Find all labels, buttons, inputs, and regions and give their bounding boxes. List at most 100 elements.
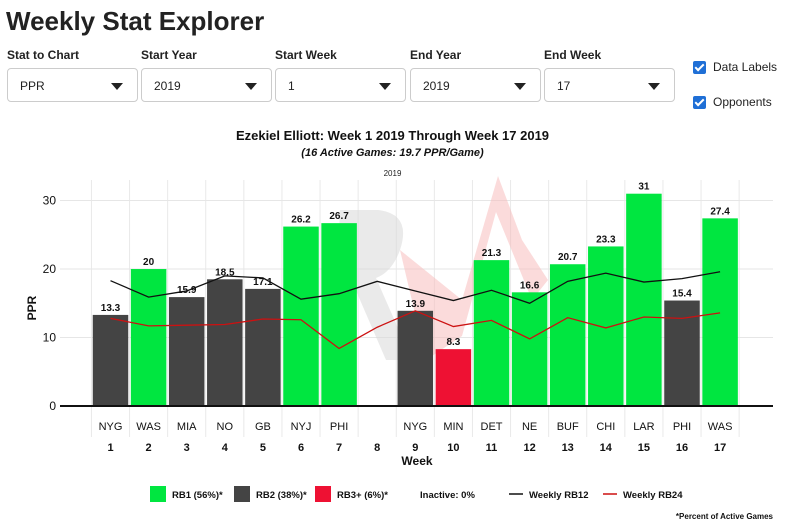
chart-footnote: *Percent of Active Games	[675, 512, 773, 521]
opponent-label: NYJ	[291, 421, 312, 433]
opponent-label: NYG	[99, 421, 123, 433]
legend-label: Weekly RB24	[623, 490, 683, 501]
y-tick-label: 10	[43, 331, 57, 345]
stat-to-chart-control: Stat to Chart PPR	[7, 48, 138, 102]
data-label: 26.7	[329, 211, 349, 222]
start-year-value: 2019	[154, 79, 181, 93]
start-year-select[interactable]: 2019	[141, 68, 272, 102]
start-week-control: Start Week 1	[275, 48, 406, 102]
data-labels-label: Data Labels	[713, 60, 778, 74]
opponent-label: NE	[522, 421, 537, 433]
legend-label: Inactive: 0%	[420, 490, 475, 501]
week-tick-label: 9	[412, 442, 418, 454]
week-tick-label: 7	[336, 442, 342, 454]
legend-label: Weekly RB12	[529, 490, 589, 501]
chevron-down-icon	[648, 83, 660, 90]
data-label: 23.3	[596, 234, 616, 245]
start-week-select[interactable]: 1	[275, 68, 406, 102]
opponent-label: GB	[255, 421, 271, 433]
bar-week-13	[549, 264, 586, 406]
bar-week-3	[168, 297, 205, 406]
bar-week-7	[321, 223, 357, 406]
start-week-value: 1	[288, 79, 295, 93]
opponents-label: Opponents	[713, 95, 772, 109]
end-year-control: End Year 2019	[410, 48, 541, 102]
week-tick-label: 10	[447, 442, 459, 454]
week-tick-label: 1	[107, 442, 113, 454]
stat-to-chart-label: Stat to Chart	[7, 48, 79, 62]
week-tick-label: 14	[600, 442, 613, 454]
checkbox-checked-icon	[693, 95, 706, 109]
y-tick-label: 20	[43, 262, 57, 276]
start-week-label: Start Week	[275, 48, 337, 62]
bar-week-9	[397, 310, 434, 406]
week-tick-label: 11	[486, 442, 498, 454]
week-tick-label: 3	[184, 442, 190, 454]
bar-week-2	[130, 269, 167, 406]
data-label: 16.6	[520, 280, 540, 291]
data-label: 15.4	[672, 289, 692, 300]
bar-week-10	[435, 349, 472, 406]
bar-week-1	[92, 314, 129, 406]
rb24-line	[110, 310, 721, 350]
end-year-label: End Year	[410, 48, 462, 62]
data-label: 20	[143, 257, 155, 268]
rb12-line	[110, 271, 721, 304]
week-tick-label: 13	[562, 442, 574, 454]
start-year-label: Start Year	[141, 48, 197, 62]
chevron-down-icon	[514, 83, 526, 90]
week-tick-label: 6	[298, 442, 304, 454]
legend-label: RB3+ (6%)*	[337, 490, 388, 501]
end-week-value: 17	[557, 79, 571, 93]
data-label: 8.3	[446, 337, 460, 348]
opponent-label: PHI	[673, 421, 691, 433]
chevron-down-icon	[245, 83, 257, 90]
opponent-label: BUF	[557, 421, 579, 433]
data-label: 13.3	[101, 303, 121, 314]
end-week-control: End Week 17	[544, 48, 675, 102]
data-label: 20.7	[558, 252, 578, 263]
week-tick-label: 15	[638, 442, 650, 454]
start-year-control: Start Year 2019	[141, 48, 272, 102]
legend-label: RB1 (56%)*	[172, 490, 223, 501]
opponent-label: WAS	[708, 421, 733, 433]
x-axis-label: Week	[401, 454, 432, 468]
chart-year-label: 2019	[383, 169, 402, 178]
stat-to-chart-select[interactable]: PPR	[7, 68, 138, 102]
bar-week-5	[245, 288, 281, 406]
stat-to-chart-value: PPR	[20, 79, 45, 93]
legend-swatch	[234, 486, 250, 502]
data-label: 17.1	[253, 277, 273, 288]
chevron-down-icon	[111, 83, 123, 90]
week-tick-label: 16	[676, 442, 688, 454]
end-week-select[interactable]: 17	[544, 68, 675, 102]
opponent-label: PHI	[330, 421, 348, 433]
bar-week-4	[207, 279, 243, 406]
bar-week-6	[283, 226, 319, 406]
bar-week-14	[588, 246, 624, 406]
data-label: 13.9	[406, 299, 426, 310]
y-tick-label: 0	[49, 399, 56, 413]
week-tick-label: 4	[222, 442, 229, 454]
week-tick-label: 8	[374, 442, 380, 454]
data-labels-checkbox[interactable]: Data Labels	[693, 60, 777, 74]
opponent-label: LAR	[633, 421, 654, 433]
opponents-checkbox[interactable]: Opponents	[693, 95, 772, 109]
bar-week-12	[511, 292, 548, 406]
week-tick-label: 5	[260, 442, 266, 454]
bar-week-15	[626, 193, 662, 406]
legend-swatch	[150, 486, 166, 502]
legend-label: RB2 (38%)*	[256, 490, 307, 501]
data-label: 18.5	[215, 267, 235, 278]
data-label: 15.9	[177, 285, 197, 296]
app-title: Weekly Stat Explorer	[6, 6, 265, 36]
end-year-select[interactable]: 2019	[410, 68, 541, 102]
y-axis-label: PPR	[25, 295, 39, 320]
opponent-label: NO	[217, 421, 234, 433]
legend-swatch	[315, 486, 331, 502]
week-tick-label: 2	[146, 442, 152, 454]
checkbox-checked-icon	[693, 60, 706, 74]
bar-week-11	[473, 260, 510, 406]
opponent-label: WAS	[136, 421, 161, 433]
